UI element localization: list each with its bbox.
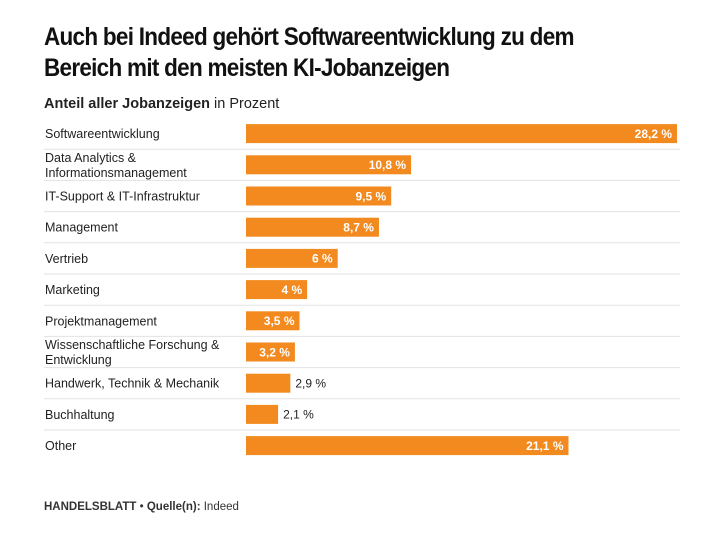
bar [246,217,379,237]
bar [246,280,308,300]
category-label: Vertrieb [45,252,88,266]
bar [246,155,412,175]
category-label: Data Analytics & Informationsmanagement [45,151,187,180]
value-label: 2,1 % [283,408,314,422]
value-label: 3,5 % [264,314,295,328]
value-label: 10,8 % [369,158,407,172]
bar [246,248,338,268]
chart-title: Auch bei Indeed gehört Softwareentwicklu… [44,23,575,82]
value-label: 28,2 % [635,127,673,141]
bar [246,404,279,424]
bar [246,436,569,456]
category-label: Projektmanagement [45,314,157,328]
value-label: 9,5 % [356,189,387,203]
source-name: Indeed [203,501,239,513]
category-label: Other [45,439,76,453]
value-label: 8,7 % [343,221,374,235]
value-label: 21,1 % [526,439,564,453]
category-label-line: Handwerk, Technik & Mechanik [45,377,220,391]
category-label: Handwerk, Technik & Mechanik [45,377,220,391]
bar [246,186,392,206]
category-label: Management [45,221,118,235]
category-label-line: Buchhaltung [45,408,115,422]
bar [246,373,291,393]
bar [246,342,295,362]
publisher-name: HANDELSBLATT [44,501,137,513]
value-label: 2,9 % [295,377,326,391]
category-label: Marketing [45,283,100,297]
subtitle-bold: Anteil aller Jobanzeigen [44,96,210,112]
category-label-line: Wissenschaftliche Forschung & [45,338,220,352]
category-label: Softwareentwicklung [45,127,160,141]
value-label: 4 % [281,283,302,297]
value-label: 6 % [312,252,333,266]
category-label-line: IT-Support & IT-Infrastruktur [45,190,200,204]
category-label: IT-Support & IT-Infrastruktur [45,190,200,204]
category-label-line: Informationsmanagement [45,166,187,180]
chart-subtitle: Anteil aller Jobanzeigen in Prozent [44,95,279,113]
category-label: Buchhaltung [45,408,115,422]
category-label-line: Entwicklung [45,353,112,367]
chart-footer: HANDELSBLATT • Quelle(n): Indeed [44,500,239,514]
category-label-line: Vertrieb [45,252,88,266]
source-label: Quelle(n): [146,501,201,513]
subtitle-unit: in Prozent [214,96,280,112]
category-label-line: Softwareentwicklung [45,127,160,141]
category-label: Wissenschaftliche Forschung & Entwicklung [45,338,220,367]
category-label-line: Management [45,221,118,235]
category-label-line: Data Analytics & [45,151,137,165]
category-label-line: Other [45,439,76,453]
footer-separator: • [139,501,144,513]
bar [246,311,300,331]
category-label-line: Marketing [45,283,100,297]
category-label-line: Projektmanagement [45,314,157,328]
value-label: 3,2 % [259,345,290,359]
bar [246,124,677,144]
